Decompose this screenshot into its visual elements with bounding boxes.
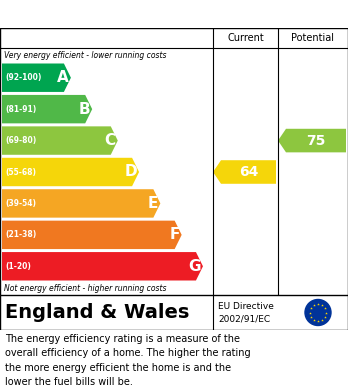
Polygon shape	[2, 126, 118, 155]
Polygon shape	[278, 129, 346, 152]
Text: Current: Current	[227, 33, 264, 43]
Text: 75: 75	[306, 134, 326, 147]
Text: (81-91): (81-91)	[5, 105, 36, 114]
Polygon shape	[2, 252, 203, 280]
Text: England & Wales: England & Wales	[5, 303, 189, 322]
Polygon shape	[2, 95, 92, 123]
Text: Not energy efficient - higher running costs: Not energy efficient - higher running co…	[4, 284, 166, 293]
Text: EU Directive
2002/91/EC: EU Directive 2002/91/EC	[218, 302, 274, 323]
Text: Potential: Potential	[292, 33, 334, 43]
Text: E: E	[148, 196, 158, 211]
Text: 64: 64	[239, 165, 258, 179]
Polygon shape	[2, 221, 182, 249]
Text: (69-80): (69-80)	[5, 136, 36, 145]
Text: G: G	[189, 259, 201, 274]
Polygon shape	[2, 189, 160, 218]
Text: (92-100): (92-100)	[5, 73, 41, 82]
Text: The energy efficiency rating is a measure of the
overall efficiency of a home. T: The energy efficiency rating is a measur…	[5, 334, 251, 387]
Polygon shape	[2, 158, 139, 186]
Text: (39-54): (39-54)	[5, 199, 36, 208]
Polygon shape	[2, 63, 71, 92]
Text: (55-68): (55-68)	[5, 167, 36, 176]
Text: Energy Efficiency Rating: Energy Efficiency Rating	[10, 7, 202, 21]
Text: A: A	[57, 70, 69, 85]
Text: F: F	[169, 227, 180, 242]
Text: (1-20): (1-20)	[5, 262, 31, 271]
Polygon shape	[213, 160, 276, 184]
Text: (21-38): (21-38)	[5, 230, 36, 239]
Text: C: C	[105, 133, 116, 148]
Text: D: D	[125, 165, 137, 179]
Text: B: B	[79, 102, 90, 117]
Circle shape	[305, 300, 331, 325]
Text: Very energy efficient - lower running costs: Very energy efficient - lower running co…	[4, 50, 166, 59]
